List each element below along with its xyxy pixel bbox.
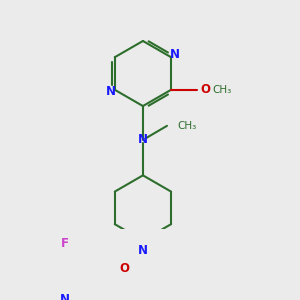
Text: N: N — [106, 85, 116, 98]
Text: F: F — [61, 237, 69, 250]
Text: N: N — [170, 49, 180, 62]
Text: N: N — [60, 292, 70, 300]
Text: N: N — [138, 134, 148, 146]
Text: N: N — [138, 244, 148, 257]
Text: O: O — [119, 262, 130, 275]
Text: CH₃: CH₃ — [212, 85, 231, 95]
Text: CH₃: CH₃ — [177, 121, 196, 131]
Text: O: O — [200, 83, 210, 96]
